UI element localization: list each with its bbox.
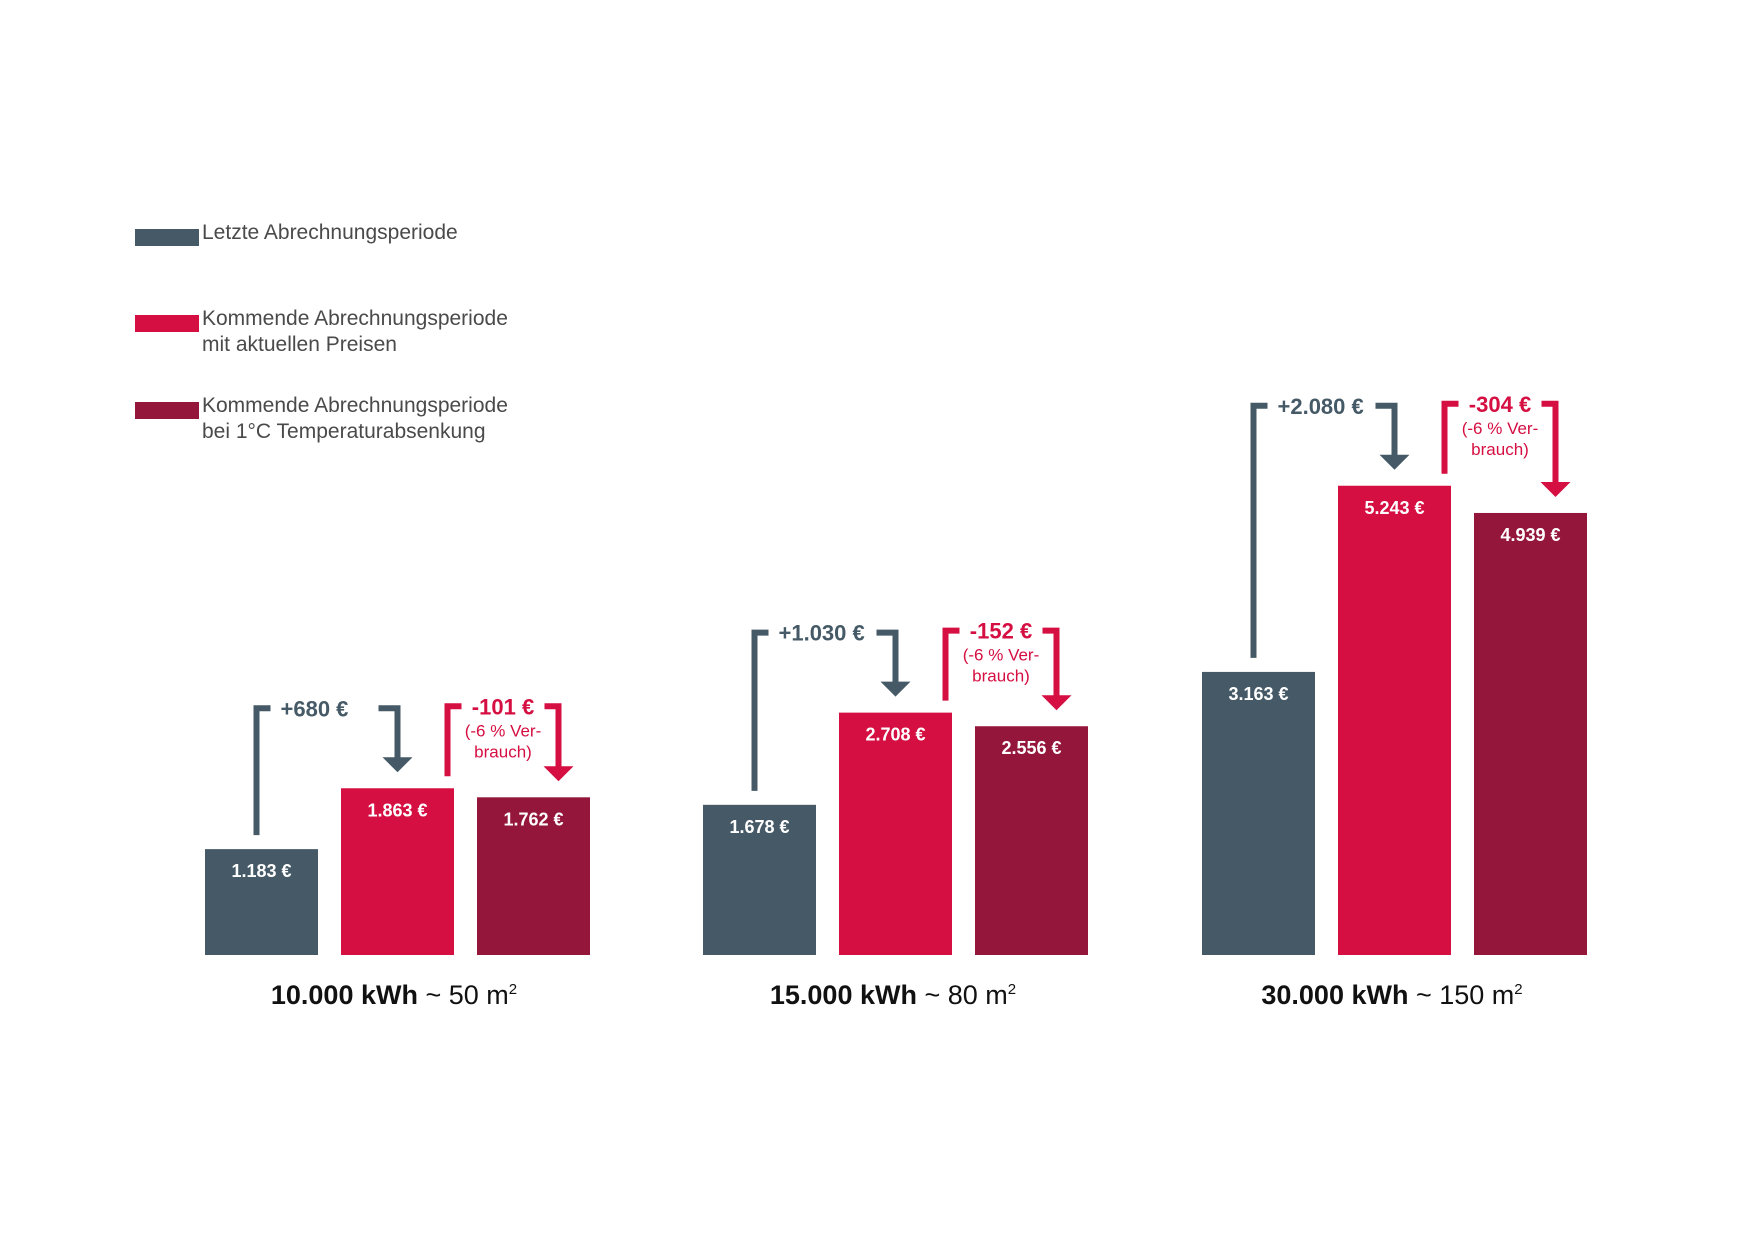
increase-bracket-right-30000 [1375, 402, 1398, 456]
bar-30000-last [1202, 671, 1315, 955]
bar-10000-next [341, 788, 454, 955]
increase-arrow-15000 [880, 681, 911, 697]
decrease-bracket-right-15000 [1042, 627, 1060, 697]
increase-arrow-30000 [1379, 454, 1410, 470]
legend-swatch-next [135, 315, 199, 332]
legend-label-next-reduced: Kommende Abrechnungsperiode bei 1°C Temp… [202, 394, 508, 443]
bar-value-10000-last: 1.183 € [231, 861, 291, 881]
bar-15000-next-reduced [975, 726, 1088, 955]
bar-value-10000-next: 1.863 € [367, 800, 427, 820]
decrease-bracket-right-30000 [1541, 400, 1559, 483]
increase-bracket-30000 [1250, 402, 1268, 658]
increase-label-10000: +680 € [281, 696, 349, 721]
decrease-label-10000: -101 € [472, 694, 534, 719]
decrease-bracket-10000 [444, 703, 462, 777]
bar-value-30000-next-reduced: 4.939 € [1500, 525, 1560, 545]
legend-label-next: Kommende Abrechnungsperiode mit aktuelle… [202, 307, 508, 356]
increase-bracket-right-15000 [876, 629, 899, 683]
decrease-note-line1-15000: (-6 % Ver- [963, 646, 1040, 665]
bar-value-30000-next: 5.243 € [1364, 498, 1424, 518]
legend-swatch-next-reduced [135, 402, 199, 419]
decrease-arrow-10000 [543, 766, 574, 782]
increase-bracket-10000 [253, 705, 271, 836]
decrease-arrow-30000 [1540, 481, 1571, 497]
decrease-label-30000: -304 € [1469, 392, 1531, 417]
decrease-arrow-15000 [1041, 695, 1072, 711]
increase-arrow-10000 [382, 757, 413, 773]
increase-label-15000: +1.030 € [779, 621, 865, 646]
decrease-note-line2-30000: brauch) [1471, 440, 1529, 459]
bar-10000-next-reduced [477, 797, 590, 955]
decrease-note-line2-15000: brauch) [972, 667, 1030, 686]
decrease-note-line1-10000: (-6 % Ver- [465, 721, 542, 740]
increase-bracket-right-10000 [378, 705, 401, 759]
bar-30000-next [1338, 485, 1451, 955]
decrease-bracket-right-10000 [544, 703, 562, 768]
decrease-note-line1-30000: (-6 % Ver- [1462, 419, 1539, 438]
group-label-30000: 30.000 kWh ~ 150 m2 [1261, 980, 1523, 1010]
bar-value-15000-next-reduced: 2.556 € [1001, 738, 1061, 758]
bar-value-15000-last: 1.678 € [729, 817, 789, 837]
increase-bracket-15000 [751, 629, 769, 791]
bar-value-15000-next: 2.708 € [865, 725, 925, 745]
group-label-15000: 15.000 kWh ~ 80 m2 [769, 980, 1017, 1010]
increase-label-30000: +2.080 € [1278, 394, 1364, 419]
bar-30000-next-reduced [1474, 512, 1587, 955]
bar-value-10000-next-reduced: 1.762 € [503, 809, 563, 829]
decrease-note-line2-10000: brauch) [474, 742, 532, 761]
decrease-label-15000: -152 € [970, 619, 1032, 644]
legend-swatch-last [135, 229, 199, 246]
decrease-bracket-30000 [1441, 400, 1459, 474]
bar-15000-next [839, 712, 952, 955]
bar-value-30000-last: 3.163 € [1228, 684, 1288, 704]
bar-10000-last [205, 849, 318, 955]
group-label-10000: 10.000 kWh ~ 50 m2 [270, 980, 518, 1010]
legend-label-last: Letzte Abrechnungsperiode [202, 221, 458, 244]
bar-15000-last [703, 804, 816, 955]
decrease-bracket-15000 [942, 627, 960, 701]
